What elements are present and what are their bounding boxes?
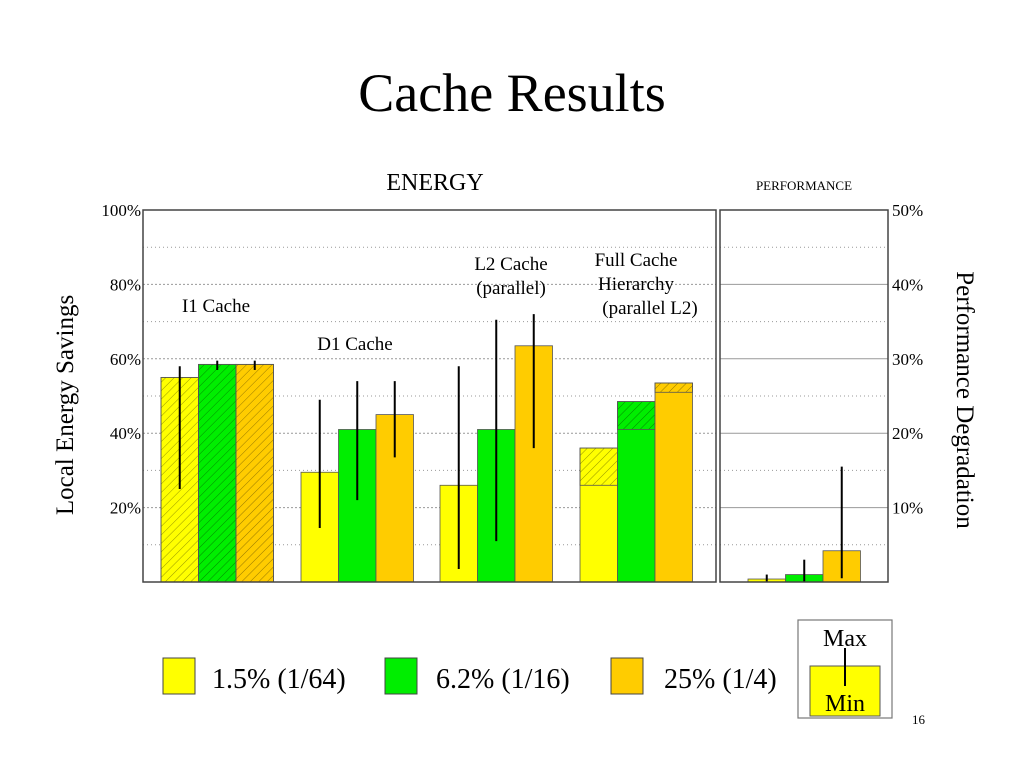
energy-group-label: D1 Cache xyxy=(317,334,392,355)
energy-panel: 20% 40% 60% 80% 100% ENERGY Local Energy Sav… xyxy=(52,170,717,583)
energy-bar xyxy=(654,382,693,583)
performance-y-tick-label: 10% xyxy=(892,499,923,518)
performance-grid xyxy=(720,246,888,546)
energy-bar-hatch xyxy=(579,447,618,486)
legend-swatch-3 xyxy=(610,657,644,695)
energy-bars xyxy=(160,345,693,583)
energy-bar xyxy=(617,401,656,583)
legend-swatch-1 xyxy=(162,657,196,695)
slide-title: Cache Results xyxy=(358,63,666,123)
performance-y-tick-label: 20% xyxy=(892,424,923,443)
energy-error-bars xyxy=(178,314,535,569)
performance-y-tick-label: 50% xyxy=(892,201,923,220)
energy-group-label: Full Cache xyxy=(595,250,678,271)
performance-y-tick-label: 30% xyxy=(892,350,923,369)
range-key: Max Min xyxy=(797,619,893,719)
energy-bar-hatch xyxy=(617,401,656,430)
performance-y-axis-label: Performance Degradation xyxy=(951,271,978,529)
performance-y-tick-label: 40% xyxy=(892,275,923,294)
legend: 1.5% (1/64) 6.2% (1/16) 25% (1/4) xyxy=(162,657,777,695)
legend-label-2: 6.2% (1/16) xyxy=(436,664,570,695)
performance-plot-frame xyxy=(719,209,889,583)
energy-y-tick-labels: 20% 40% 60% 80% 100% xyxy=(101,201,141,518)
energy-group-label: (parallel) xyxy=(476,278,546,299)
energy-y-tick-label: 60% xyxy=(110,350,141,369)
energy-plot-frame xyxy=(142,209,717,583)
energy-bar-hatch xyxy=(654,382,693,393)
legend-swatch-2 xyxy=(384,657,418,695)
performance-error-bars xyxy=(765,466,843,582)
energy-y-tick-label: 20% xyxy=(110,499,141,518)
energy-group-label: Hierarchy xyxy=(598,274,674,295)
energy-y-tick-label: 40% xyxy=(110,424,141,443)
energy-y-axis-label: Local Energy Savings xyxy=(52,295,79,515)
energy-bar-hatch xyxy=(235,363,274,583)
range-key-min-label: Min xyxy=(825,691,865,717)
legend-label-1: 1.5% (1/64) xyxy=(212,664,346,695)
energy-y-tick-label: 80% xyxy=(110,275,141,294)
energy-group-labels: I1 Cache D1 Cache L2 Cache (parallel) Full C… xyxy=(182,250,698,355)
energy-group-label: (parallel L2) xyxy=(602,298,697,319)
energy-group-label: L2 Cache xyxy=(474,254,547,275)
performance-title: PERFORMANCE xyxy=(756,178,852,193)
performance-y-tick-labels: 10% 20% 30% 40% 50% xyxy=(892,201,923,518)
legend-label-3: 25% (1/4) xyxy=(664,664,777,695)
energy-group-label: I1 Cache xyxy=(182,296,250,317)
energy-y-tick-label: 100% xyxy=(101,201,141,220)
energy-title: ENERGY xyxy=(386,170,483,196)
page-number: 16 xyxy=(912,712,925,727)
energy-bar-hatch xyxy=(198,363,237,583)
performance-panel: 10% 20% 30% 40% 50% PERFORMANCE Performance … xyxy=(719,178,978,583)
range-key-max-label: Max xyxy=(823,626,867,652)
